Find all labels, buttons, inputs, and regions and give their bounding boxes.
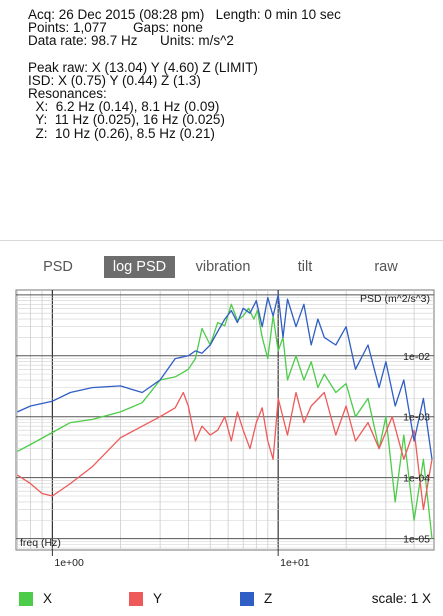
resonance-z: Z: 10 Hz (0.26), 8.5 Hz (0.21) [28, 125, 215, 141]
plot-area [15, 289, 435, 551]
legend-label-y: Y [153, 591, 163, 606]
tab-log-psd[interactable]: log PSD [104, 256, 175, 278]
legend-item-z: Z [240, 590, 300, 608]
legend-swatch-z [240, 592, 254, 606]
psd-chart[interactable]: 1e-02 1e-03 1e-04 1e-05 1e+00 1e+01 PSD (m^2/s… [0, 284, 443, 574]
tab-tilt[interactable]: tilt [297, 259, 313, 275]
series-line-z [17, 294, 433, 460]
tab-vibration[interactable]: vibration [195, 259, 251, 275]
acq-line: Acq: 26 Dec 2015 (08:28 pm) Length: 0 mi… [28, 7, 341, 22]
series-line-y [17, 391, 433, 511]
legend-label-z: Z [264, 591, 273, 606]
y-tick-label: 1e-04 [403, 473, 430, 485]
data-rate-line: Data rate: 98.7 Hz Units: m/s^2 [28, 33, 234, 49]
x-tick-label: 1e+00 [54, 557, 84, 569]
view-tabs: PSD log PSD vibration tilt raw [0, 256, 443, 278]
legend-item-y: Y [129, 590, 189, 608]
tab-psd[interactable]: PSD [43, 259, 73, 275]
tab-raw[interactable]: raw [374, 259, 398, 275]
x-axis-label: freq (Hz) [20, 537, 61, 549]
y-tick-label: 1e-03 [403, 412, 430, 424]
points-line: Points: 1,077 Gaps: none [28, 20, 203, 36]
resonances-label: Resonances: [28, 86, 107, 102]
resonance-y: Y: 11 Hz (0.025), 16 Hz (0.025) [28, 112, 225, 128]
y-tick-label: 1e-05 [403, 534, 430, 546]
legend-label-x: X [43, 591, 53, 606]
legend-item-x: X [19, 590, 79, 608]
legend: X Y Z scale: 1 X [0, 590, 443, 608]
legend-swatch-x [19, 592, 33, 606]
y-tick-label: 1e-02 [403, 351, 430, 363]
divider [0, 240, 443, 241]
legend-swatch-y [129, 592, 143, 606]
isd-line: ISD: X (0.75) Y (0.44) Z (1.3) [28, 72, 201, 88]
x-tick-label: 1e+01 [280, 557, 310, 569]
y-axis-label: PSD (m^2/s^3) [360, 293, 430, 305]
acquisition-info: Acq: 26 Dec 2015 (08:28 pm) Length: 0 mi… [28, 8, 438, 140]
resonance-x: X: 6.2 Hz (0.14), 8.1 Hz (0.09) [28, 99, 220, 115]
scale-label[interactable]: scale: 1 X [371, 591, 431, 606]
peak-raw-line: Peak raw: X (13.04) Y (4.60) Z (LIMIT) [28, 59, 258, 75]
